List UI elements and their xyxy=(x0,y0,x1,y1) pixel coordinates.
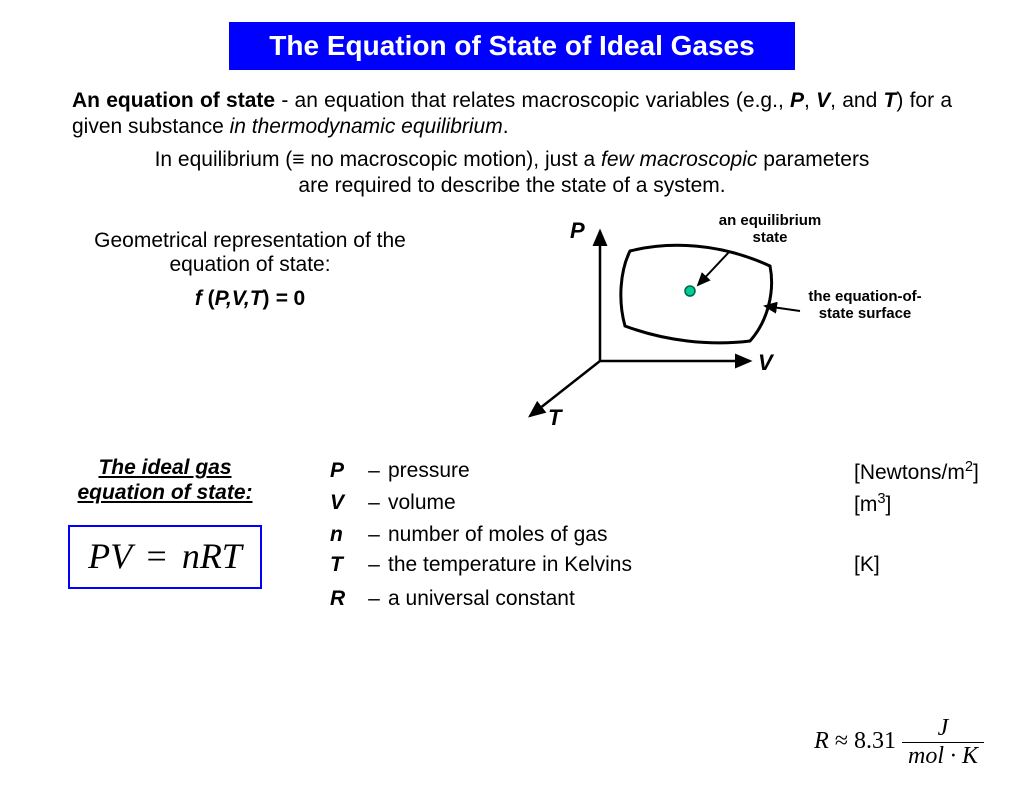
axis-label-v: V xyxy=(758,351,773,375)
geometric-caption: Geometrical representation of the equati… xyxy=(0,211,440,431)
axis-label-t: T xyxy=(548,406,561,430)
def-text: volume xyxy=(388,491,854,517)
axis-label-p: P xyxy=(570,219,585,243)
ideal-gas-heading: The ideal gas equation of state: xyxy=(0,455,330,505)
def-row-t: T–the temperature in Kelvins[K] xyxy=(330,553,1024,577)
fpv-equation: f (P,V,T) = 0 xyxy=(60,287,440,311)
term-bold: An equation of state xyxy=(72,89,275,112)
def-row-v: V–volume[m3] xyxy=(330,491,1024,517)
def-unit: [m3] xyxy=(854,491,1024,517)
def-text: the temperature in Kelvins xyxy=(388,553,854,577)
def-unit: [K] xyxy=(854,553,1024,577)
definition-paragraph: An equation of state - an equation that … xyxy=(72,88,952,141)
surface-label: the equation-of-state surface xyxy=(795,289,935,322)
def-unit xyxy=(854,587,1024,611)
def-unit xyxy=(854,523,1024,547)
pvt-diagram: P V T an equilibrium state the equation-… xyxy=(440,211,920,431)
def-row-p: P–pressure[Newtons/m2] xyxy=(330,459,1024,485)
def-symbol: n xyxy=(330,523,360,547)
variable-definitions: P–pressure[Newtons/m2] V–volume[m3] n–numb… xyxy=(330,455,1024,617)
def-text: number of moles of gas xyxy=(388,523,854,547)
def-row-r: R–a universal constant xyxy=(330,587,1024,611)
gas-constant-formula: R ≈ 8.31 J mol · K xyxy=(814,715,984,770)
equilibrium-state-label: an equilibrium state xyxy=(705,213,835,246)
def-symbol: R xyxy=(330,587,360,611)
def-unit: [Newtons/m2] xyxy=(854,459,1024,485)
page-title: The Equation of State of Ideal Gases xyxy=(229,22,794,70)
def-row-n: n–number of moles of gas xyxy=(330,523,1024,547)
def-text: a universal constant xyxy=(388,587,854,611)
equilibrium-paragraph: In equilibrium (≡ no macroscopic motion)… xyxy=(140,147,884,200)
def-symbol: P xyxy=(330,459,360,485)
def-symbol: T xyxy=(330,553,360,577)
def-text: pressure xyxy=(388,459,854,485)
def-symbol: V xyxy=(330,491,360,517)
pv-nrt-equation: PV = nRT xyxy=(68,525,262,589)
